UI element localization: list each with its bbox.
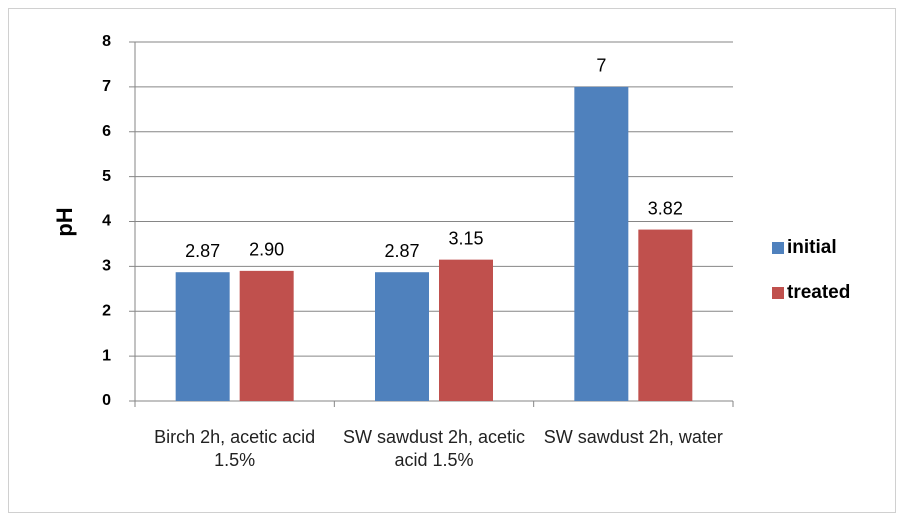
bar (439, 259, 493, 401)
y-tick-label: 5 (102, 168, 111, 185)
legend-label: treated (787, 282, 850, 303)
value-label: 2.87 (185, 241, 220, 261)
x-tick-label: Birch 2h, acetic acid 1.5% (154, 427, 316, 470)
value-label: 3.82 (648, 198, 683, 218)
y-axis-label: pH (52, 207, 77, 236)
bar (574, 86, 629, 401)
value-label: 3.15 (448, 228, 483, 248)
y-tick-label: 2 (102, 302, 111, 319)
bar (375, 272, 429, 401)
legend-label: initial (787, 237, 837, 258)
legend-swatch (772, 242, 784, 254)
x-tick-label: SW sawdust 2h, acetic acid 1.5% (342, 427, 526, 470)
legend-swatch (772, 287, 784, 299)
y-tick-label: 8 (102, 33, 111, 50)
value-label: 2.87 (384, 241, 419, 261)
bar (239, 270, 294, 401)
y-tick-label: 4 (102, 213, 111, 230)
bar (175, 272, 230, 401)
value-label: 7 (596, 56, 606, 76)
x-tick-label: SW sawdust 2h, water (543, 427, 723, 447)
value-label: 2.90 (249, 240, 284, 260)
y-tick-label: 0 (102, 392, 111, 409)
bar (638, 229, 693, 401)
y-tick-label: 3 (102, 258, 111, 275)
y-tick-label: 6 (102, 123, 111, 140)
y-tick-label: 7 (102, 78, 111, 95)
y-tick-label: 1 (102, 347, 111, 364)
